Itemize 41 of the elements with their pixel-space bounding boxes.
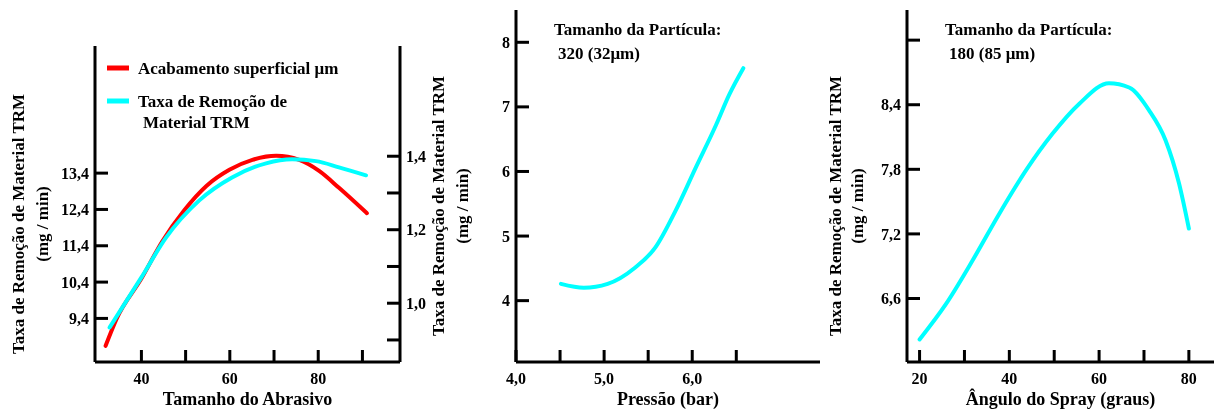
x-tick-label: 60 bbox=[1091, 370, 1108, 387]
x-tick-label: 80 bbox=[310, 370, 327, 387]
y-tick-label: 6 bbox=[502, 163, 510, 181]
legend-label: Acabamento superficial μm bbox=[138, 58, 339, 78]
x-tick-label: 80 bbox=[1180, 370, 1197, 387]
y-tick-label: 11,4 bbox=[61, 237, 89, 255]
y2-tick-label: 1,2 bbox=[406, 221, 426, 239]
x-tick-label: 20 bbox=[911, 370, 928, 387]
x-tick-label: 4,0 bbox=[506, 370, 526, 387]
x-axis-title: Pressão (bar) bbox=[616, 389, 720, 409]
y-axis-title: Taxa de Remoção de Material TRM (mg / min) bbox=[8, 93, 52, 355]
annotation: 320 (32μm) bbox=[558, 44, 640, 63]
y-tick-label: 8 bbox=[502, 33, 510, 51]
x-tick-label: 40 bbox=[133, 370, 150, 387]
y-tick-label: 5 bbox=[502, 227, 510, 245]
y2-tick-label: 1,4 bbox=[406, 147, 426, 165]
annotation: Tamanho da Partícula: bbox=[945, 20, 1113, 39]
y-tick-label: 9,4 bbox=[69, 310, 89, 328]
y-tick-label: 7,8 bbox=[881, 160, 901, 178]
y-axis-title: Taxa de Remoção de Material TRM (mg / min) bbox=[428, 75, 472, 337]
x-tick-label: 60 bbox=[221, 370, 238, 387]
annotation: Tamanho da Partícula: bbox=[554, 20, 722, 39]
y2-tick-label: 1,0 bbox=[406, 294, 426, 312]
y-tick-label: 12,4 bbox=[61, 201, 89, 219]
y-tick-label: 13,4 bbox=[61, 164, 89, 182]
line-series bbox=[558, 66, 746, 290]
x-tick-label: 40 bbox=[1001, 370, 1018, 387]
y-tick-label: 4 bbox=[502, 292, 510, 310]
annotation: 180 (85 μm) bbox=[949, 44, 1036, 63]
y-tick-label: 6,6 bbox=[881, 290, 901, 308]
y-tick-label: 8,4 bbox=[881, 96, 901, 114]
y-tick-label: 7,2 bbox=[881, 225, 901, 243]
x-axis-title: Tamanho do Abrasivo bbox=[162, 389, 333, 409]
line-series bbox=[917, 81, 1191, 342]
legend-label: Taxa de Remoção de Material TRM bbox=[138, 91, 288, 132]
y-tick-label: 7 bbox=[502, 98, 510, 116]
y-axis-title: Taxa de Remoção de Material TRM (mg / min) bbox=[825, 75, 867, 337]
x-axis-title: Ângulo do Spray (graus) bbox=[965, 388, 1156, 409]
x-tick-label: 5,0 bbox=[594, 370, 615, 387]
x-tick-label: 6,0 bbox=[682, 370, 703, 387]
y-tick-label: 10,4 bbox=[61, 273, 89, 291]
